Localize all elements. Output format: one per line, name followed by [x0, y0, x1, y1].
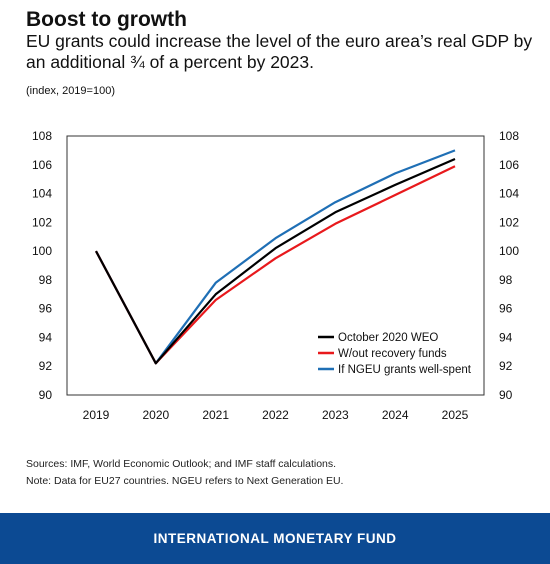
- x-tick-label: 2019: [83, 408, 110, 422]
- y-tick-label-right: 108: [499, 129, 519, 143]
- y-tick-label-right: 94: [499, 330, 513, 344]
- y-tick-label-left: 96: [39, 302, 53, 316]
- y-tick-label-left: 106: [32, 158, 52, 172]
- line-chart: 90 92 94 96 98 100 102 104 106 108 90 92 94 96 98 100 1…: [32, 129, 519, 422]
- y-tick-label-right: 106: [499, 158, 519, 172]
- x-tick-label: 2021: [202, 408, 229, 422]
- y-tick-label-right: 92: [499, 359, 513, 373]
- x-tick-label: 2022: [262, 408, 289, 422]
- legend-label: October 2020 WEO: [338, 332, 438, 344]
- footnotes: Sources: IMF, World Economic Outlook; an…: [26, 456, 343, 490]
- legend-label: If NGEU grants well-spent: [338, 364, 472, 376]
- x-axis: 2019 2020 2021 2022 2023 2024 2025: [83, 408, 469, 422]
- legend: October 2020 WEO W/out recovery funds If N…: [318, 332, 472, 376]
- y-tick-label-left: 98: [39, 273, 53, 287]
- y-tick-label-left: 92: [39, 359, 53, 373]
- plot-border: [66, 135, 485, 396]
- chart-subtitle: EU grants could increase the level of th…: [26, 31, 533, 72]
- y-tick-label-right: 98: [499, 273, 513, 287]
- x-tick-label: 2023: [322, 408, 349, 422]
- footer-label: INTERNATIONAL MONETARY FUND: [153, 531, 397, 546]
- plot-frame: [66, 135, 485, 396]
- y-tick-label-left: 108: [32, 129, 52, 143]
- y-tick-label-right: 100: [499, 244, 519, 258]
- y-tick-label-right: 96: [499, 302, 513, 316]
- y-axis-right: 90 92 94 96 98 100 102 104 106 108: [499, 129, 519, 402]
- data-note: Note: Data for EU27 countries. NGEU refe…: [26, 475, 344, 487]
- x-tick-label: 2025: [442, 408, 469, 422]
- y-tick-label-right: 104: [499, 187, 519, 201]
- y-tick-label-left: 102: [32, 215, 52, 229]
- y-axis-left: 90 92 94 96 98 100 102 104 106 108: [32, 129, 52, 402]
- y-tick-label-left: 90: [39, 388, 53, 402]
- y-tick-label-left: 94: [39, 330, 53, 344]
- footer-band: INTERNATIONAL MONETARY FUND: [0, 513, 550, 564]
- y-tick-label-right: 102: [499, 215, 519, 229]
- x-tick-label: 2024: [382, 408, 409, 422]
- y-tick-label-left: 104: [32, 187, 52, 201]
- x-tick-label: 2020: [142, 408, 169, 422]
- legend-label: W/out recovery funds: [338, 348, 447, 360]
- y-tick-label-left: 100: [32, 244, 52, 258]
- series-lines: [95, 149, 456, 365]
- chart-title: Boost to growth: [26, 8, 187, 31]
- units-label: (index, 2019=100): [26, 85, 115, 97]
- series-line: [95, 157, 456, 365]
- y-tick-label-right: 90: [499, 388, 513, 402]
- sources-note: Sources: IMF, World Economic Outlook; an…: [26, 458, 337, 470]
